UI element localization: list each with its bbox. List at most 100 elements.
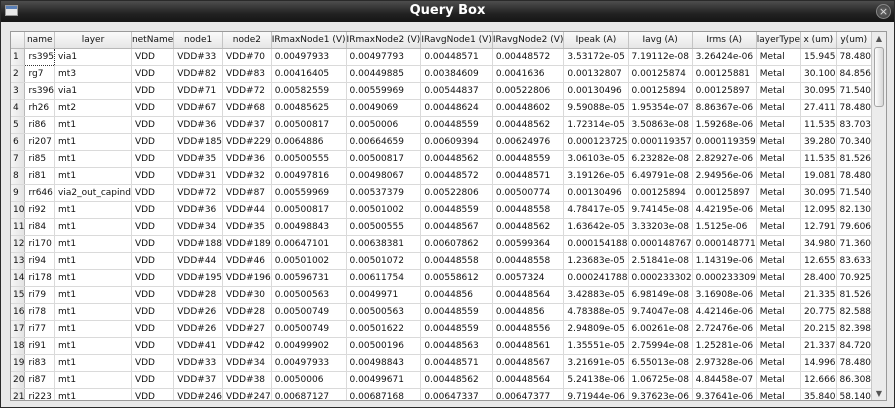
table-cell[interactable]: 3.33203e-08 — [628, 218, 693, 236]
table-cell[interactable]: 1.35551e-05 — [563, 337, 629, 355]
table-cell[interactable]: VDD — [131, 82, 175, 100]
table-cell[interactable]: VDD#87 — [222, 184, 272, 202]
table-cell[interactable]: 0.000123725 — [563, 133, 629, 151]
table-cell[interactable]: VDD#189 — [222, 235, 272, 253]
table-cell[interactable]: 0.00599364 — [492, 235, 565, 253]
table-cell[interactable]: VDD#67 — [173, 99, 224, 117]
column-header[interactable]: IRmaxNode1 (V) — [271, 32, 347, 49]
title-bar[interactable]: Query Box × — [1, 1, 894, 22]
table-cell[interactable]: 0.00448562 — [492, 116, 565, 134]
table-cell[interactable]: 71.360 — [836, 235, 873, 253]
table-cell[interactable]: 82.398 — [836, 320, 873, 338]
table-cell[interactable]: 84.856 — [836, 65, 873, 83]
table-cell[interactable]: Metal — [756, 303, 802, 321]
table-cell[interactable]: 0.00497793 — [346, 48, 422, 66]
table-cell[interactable]: VDD#246 — [173, 388, 224, 400]
table-cell[interactable]: 9.74047e-08 — [628, 303, 693, 321]
table-cell[interactable]: 6.00261e-08 — [628, 320, 693, 338]
table-cell[interactable]: mt1 — [54, 201, 132, 219]
table-cell[interactable]: 0.00416405 — [271, 65, 347, 83]
table-row[interactable]: 1 rs395 via1 VDD VDD#33 VDD#70 0.00497933 0.004… — [11, 48, 886, 66]
scrollbar-thumb[interactable] — [874, 47, 884, 107]
row-number[interactable]: 12 — [11, 235, 26, 253]
table-cell[interactable]: 34.980 — [800, 235, 837, 253]
table-cell[interactable]: 0.00500774 — [492, 184, 565, 202]
table-cell[interactable]: 0.00607862 — [420, 235, 493, 253]
table-cell[interactable]: VDD#34 — [173, 218, 224, 236]
table-cell[interactable]: VDD#30 — [222, 286, 272, 304]
table-cell[interactable]: VDD#229 — [222, 133, 272, 151]
table-cell[interactable]: 78.480 — [836, 354, 873, 372]
table-cell[interactable]: mt1 — [54, 133, 132, 151]
table-cell[interactable]: mt1 — [54, 354, 132, 372]
table-cell[interactable]: 1.23683e-05 — [563, 252, 629, 270]
table-cell[interactable]: 0.00500563 — [271, 286, 347, 304]
table-cell[interactable]: 7.19112e-08 — [628, 48, 693, 66]
table-cell[interactable]: VDD — [131, 252, 175, 270]
table-cell[interactable]: Metal — [756, 116, 802, 134]
table-cell[interactable]: 0.00498067 — [346, 167, 422, 185]
table-cell[interactable]: 4.78417e-05 — [563, 201, 629, 219]
table-cell[interactable]: 0.00647101 — [271, 235, 347, 253]
table-cell[interactable]: 0.00448563 — [420, 337, 493, 355]
table-cell[interactable]: VDD — [131, 235, 175, 253]
table-cell[interactable]: via2_out_capind — [54, 184, 132, 202]
table-cell[interactable]: 0.00448624 — [420, 99, 493, 117]
table-cell[interactable]: 0.00501002 — [346, 201, 422, 219]
table-cell[interactable]: 1.5125e-06 — [692, 218, 757, 236]
table-cell[interactable]: 3.19126e-05 — [563, 167, 629, 185]
table-cell[interactable]: 0.00448556 — [492, 320, 565, 338]
table-cell[interactable]: 0.00449885 — [346, 65, 422, 83]
table-cell[interactable]: 6.23282e-08 — [628, 150, 693, 168]
table-cell[interactable]: 0.00687127 — [271, 388, 347, 400]
table-cell[interactable]: VDD#42 — [222, 337, 272, 355]
table-row[interactable]: 19 ri83 mt1 VDD VDD#33 VDD#34 0.00497933 0.0049… — [11, 354, 886, 372]
table-cell[interactable]: VDD#82 — [173, 65, 224, 83]
table-cell[interactable]: Metal — [756, 371, 802, 389]
table-cell[interactable]: 0.00448559 — [420, 201, 493, 219]
table-cell[interactable]: 3.50863e-08 — [628, 116, 693, 134]
table-cell[interactable]: VDD#33 — [173, 354, 224, 372]
table-cell[interactable]: 0.000148771 — [692, 235, 757, 253]
table-cell[interactable]: 0.00500817 — [271, 201, 347, 219]
table-cell[interactable]: 71.540 — [836, 82, 873, 100]
table-cell[interactable]: 0.00537379 — [346, 184, 422, 202]
table-cell[interactable]: 0.00448571 — [420, 354, 493, 372]
table-cell[interactable]: 0.00501002 — [271, 252, 347, 270]
table-cell[interactable]: 0.00485625 — [271, 99, 347, 117]
table-cell[interactable]: Metal — [756, 48, 802, 66]
table-cell[interactable]: 0.00448567 — [492, 354, 565, 372]
table-cell[interactable]: 0.00448571 — [492, 167, 565, 185]
table-cell[interactable]: 0.00448572 — [492, 48, 565, 66]
table-cell[interactable]: VDD#32 — [222, 167, 272, 185]
table-cell[interactable]: 35.840 — [800, 388, 837, 400]
table-cell[interactable]: 0.00501072 — [346, 252, 422, 270]
table-cell[interactable]: 2.75994e-08 — [628, 337, 693, 355]
table-cell[interactable]: VDD — [131, 184, 175, 202]
table-cell[interactable]: 78.480 — [836, 48, 873, 66]
table-cell[interactable]: 0.00448564 — [492, 286, 565, 304]
table-cell[interactable]: 6.49791e-08 — [628, 167, 693, 185]
table-cell[interactable]: VDD#41 — [173, 337, 224, 355]
table-row[interactable]: 17 ri77 mt1 VDD VDD#26 VDD#27 0.00500749 0.0050… — [11, 320, 886, 338]
table-cell[interactable]: Metal — [756, 286, 802, 304]
table-cell[interactable]: VDD — [131, 48, 175, 66]
table-cell[interactable]: 0.00687168 — [346, 388, 422, 400]
table-cell[interactable]: VDD — [131, 65, 175, 83]
table-cell[interactable]: Metal — [756, 388, 802, 400]
scroll-down-icon[interactable]: ▼ — [875, 389, 883, 398]
table-cell[interactable]: 1.25281e-06 — [692, 337, 757, 355]
table-cell[interactable]: 0.00647377 — [492, 388, 565, 400]
table-cell[interactable]: 58.140 — [836, 388, 873, 400]
table-cell[interactable]: 2.94956e-06 — [692, 167, 757, 185]
table-cell[interactable]: 12.655 — [800, 252, 837, 270]
table-cell[interactable]: 0.000119357 — [628, 133, 693, 151]
table-cell[interactable]: 0.0057324 — [492, 269, 565, 287]
table-cell[interactable]: 0.00497933 — [271, 354, 347, 372]
table-cell[interactable]: VDD — [131, 286, 175, 304]
row-number[interactable]: 3 — [11, 82, 26, 100]
table-cell[interactable]: 0.00448559 — [420, 303, 493, 321]
table-cell[interactable]: VDD#44 — [173, 252, 224, 270]
table-cell[interactable]: Metal — [756, 99, 802, 117]
row-number[interactable]: 9 — [11, 184, 26, 202]
